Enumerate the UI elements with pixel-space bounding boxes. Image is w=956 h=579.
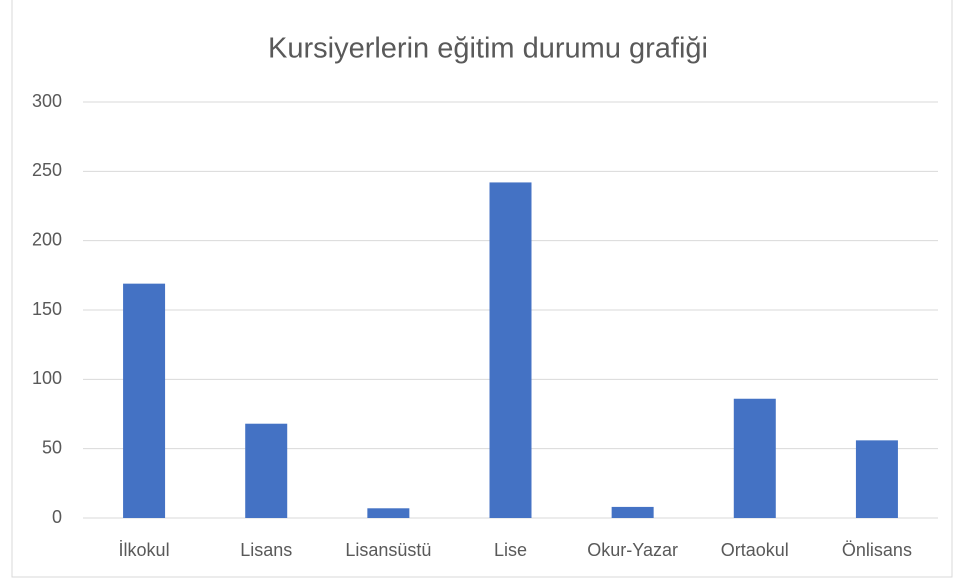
- x-tick-label: Ortaokul: [721, 540, 789, 560]
- bar: [733, 398, 776, 518]
- bar: [489, 182, 532, 518]
- x-tick-label: İlkokul: [119, 540, 170, 560]
- y-tick-label: 300: [32, 91, 62, 111]
- x-tick-label: Lisansüstü: [345, 540, 431, 560]
- y-tick-label: 0: [52, 507, 62, 527]
- bar: [611, 506, 654, 518]
- x-tick-label: Önlisans: [842, 540, 912, 560]
- x-tick-label: Lisans: [240, 540, 292, 560]
- bar: [245, 423, 288, 518]
- bar: [123, 283, 166, 518]
- x-tick-label: Lise: [494, 540, 527, 560]
- y-tick-label: 200: [32, 229, 62, 249]
- chart-frame: [11, 0, 953, 578]
- chart-title: Kursiyerlerin eğitim durumu grafiği: [268, 33, 708, 65]
- y-tick-label: 100: [32, 368, 62, 388]
- x-tick-label: Okur-Yazar: [587, 540, 678, 560]
- y-tick-label: 150: [32, 299, 62, 319]
- y-tick-label: 50: [42, 437, 62, 457]
- bar: [855, 440, 898, 518]
- bar: [367, 508, 410, 518]
- y-tick-label: 250: [32, 160, 62, 180]
